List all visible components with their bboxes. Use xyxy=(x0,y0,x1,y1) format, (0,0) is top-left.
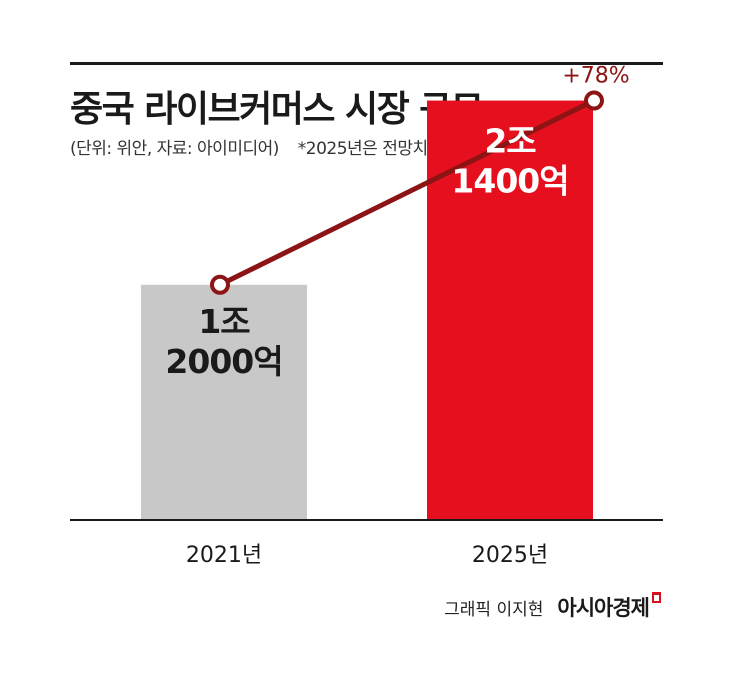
credit: 그래픽 이지현 아시아경제 xyxy=(444,592,661,622)
chart-title: 중국 라이브커머스 시장 규모 xyxy=(70,89,484,130)
category-label-1: 2025년 xyxy=(472,543,548,568)
bar-value-label-1-1: 1400억 xyxy=(451,162,568,201)
bar-0 xyxy=(141,284,307,520)
trend-point-1 xyxy=(584,90,604,111)
bar-value-label-0-1: 2000억 xyxy=(165,342,282,381)
category-label-0: 2021년 xyxy=(186,543,262,568)
trend-line xyxy=(217,98,597,288)
bar-value-label-0-0: 1조 xyxy=(198,302,250,341)
top-rule xyxy=(70,62,663,65)
trend-point-0 xyxy=(210,274,230,295)
brand-mark-icon xyxy=(652,592,661,603)
brand-logo: 아시아경제 xyxy=(557,592,661,622)
graphic-author: 그래픽 이지현 xyxy=(444,600,544,620)
forecast-note: *2025년은 전망치 xyxy=(297,139,428,159)
bar-value-label-1-0: 2조 xyxy=(484,122,536,161)
growth-label: +78% xyxy=(562,64,629,89)
chart-subtitle: (단위: 위안, 자료: 아이미디어) *2025년은 전망치 xyxy=(70,134,428,159)
unit-source-note: (단위: 위안, 자료: 아이미디어) xyxy=(70,139,279,159)
